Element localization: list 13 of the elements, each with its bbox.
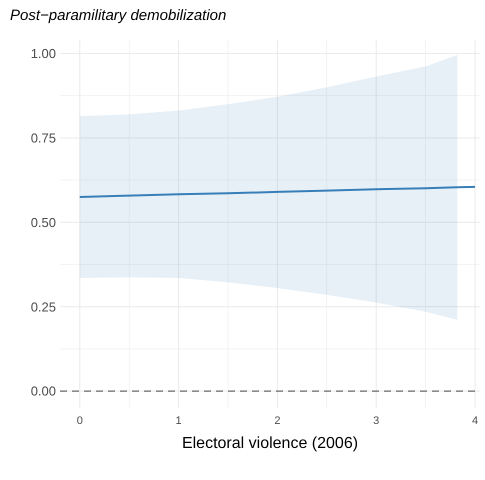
x-tick-label: 2 (274, 415, 280, 427)
y-tick-label: 0.50 (30, 214, 56, 230)
y-tick-label: 0.00 (30, 384, 56, 399)
x-tick-label: 4 (472, 415, 478, 427)
x-tick-label: 3 (373, 415, 380, 427)
x-tick-label: 1 (176, 415, 182, 427)
y-tick-label: 0.25 (30, 299, 56, 314)
chart-title: Post−paramilitary demobilization (10, 7, 226, 24)
line-series (78, 186, 476, 198)
y-tick-label: 1.00 (30, 46, 56, 62)
y-tick-label: 0.75 (30, 130, 56, 146)
x-axis-title: Electoral violence (2006) (182, 435, 358, 452)
x-tick-label: 0 (76, 415, 83, 427)
